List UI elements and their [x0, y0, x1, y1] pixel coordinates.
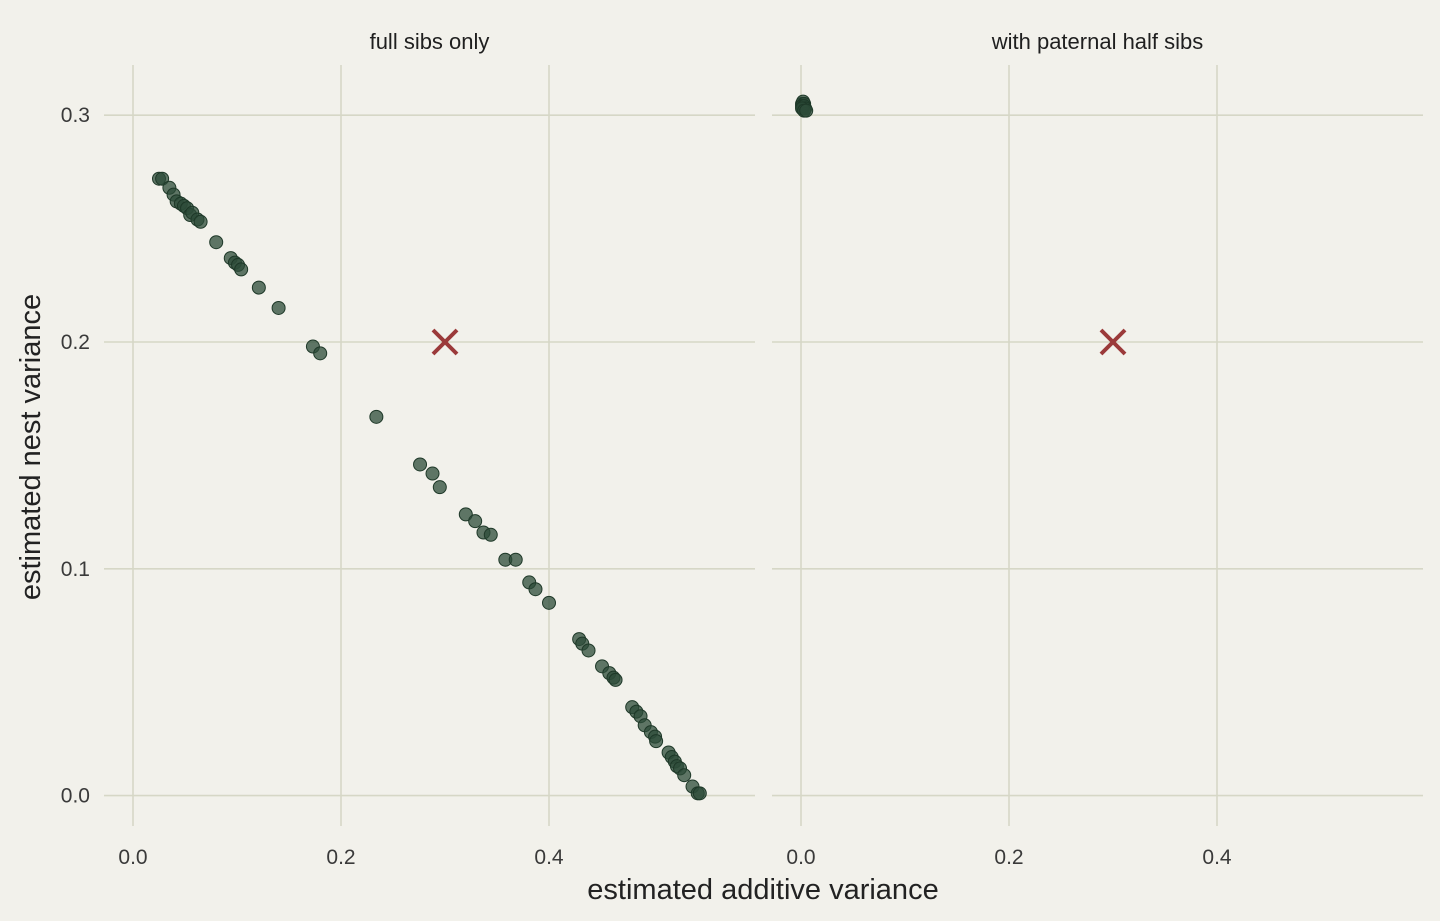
y-axis-title: estimated nest variance — [15, 294, 47, 600]
x-tick-label: 0.2 — [994, 846, 1023, 869]
data-point — [425, 466, 440, 481]
true-value-marker — [1099, 328, 1127, 356]
data-point — [458, 507, 473, 522]
data-point — [649, 734, 664, 749]
data-point — [271, 300, 286, 315]
y-tick-label: 0.0 — [61, 785, 90, 808]
x-axis-title: estimated additive variance — [587, 874, 938, 906]
data-point — [193, 214, 208, 229]
panel-title: full sibs only — [370, 29, 490, 54]
data-point — [209, 235, 224, 250]
data-point — [468, 514, 483, 529]
data-point — [581, 643, 596, 658]
panel-2: 0.0 0.2 0.4 with paternal half sibs — [772, 29, 1423, 869]
cross-stroke — [431, 328, 459, 356]
data-point — [155, 171, 170, 186]
data-point — [313, 346, 328, 361]
y-tick-label: 0.2 — [61, 331, 90, 354]
panel-title: with paternal half sibs — [991, 29, 1204, 54]
x-tick-label: 0.0 — [786, 846, 815, 869]
true-value-marker — [431, 328, 459, 356]
data-point — [369, 409, 384, 424]
data-point — [483, 527, 498, 542]
x-tick-label: 0.2 — [326, 846, 355, 869]
x-tick-label: 0.0 — [118, 846, 147, 869]
x-tick-label: 0.4 — [534, 846, 564, 869]
data-point — [432, 480, 447, 495]
data-point — [528, 582, 543, 597]
data-point — [251, 280, 266, 295]
data-point — [677, 768, 692, 783]
x-tick-label: 0.4 — [1202, 846, 1232, 869]
panel-1: 0.0 0.2 0.4 0.0 0.1 0.2 0.3 full sibs only — [61, 29, 755, 869]
data-point — [413, 457, 428, 472]
data-point — [799, 103, 814, 118]
data-point — [508, 552, 523, 567]
data-point — [542, 595, 556, 610]
data-point — [234, 262, 249, 277]
y-tick-label: 0.3 — [61, 104, 90, 127]
y-tick-label: 0.1 — [61, 558, 90, 581]
data-point — [692, 786, 707, 801]
data-point — [608, 672, 623, 687]
cross-stroke — [1099, 328, 1127, 356]
